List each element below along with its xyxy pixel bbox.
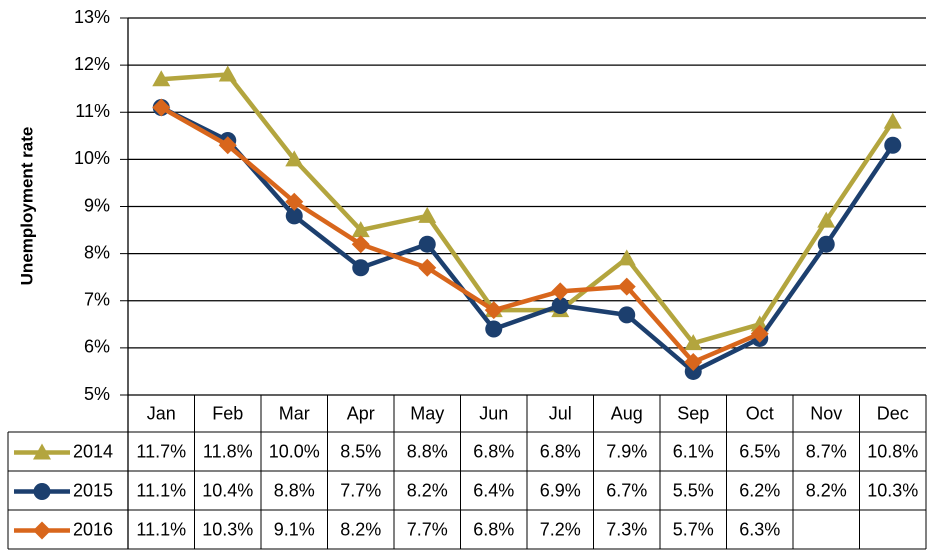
- table-value: 10.4%: [202, 480, 253, 500]
- series-line: [160, 105, 895, 374]
- point: [351, 235, 370, 254]
- table-value: 7.7%: [340, 480, 381, 500]
- table-value: 8.2%: [340, 519, 381, 539]
- point: [817, 211, 836, 228]
- table-value: 8.7%: [806, 441, 847, 461]
- y-tick-label: 11%: [75, 101, 110, 121]
- y-axis-label: Unemployment rate: [17, 127, 36, 286]
- table-value: 8.5%: [340, 441, 381, 461]
- point: [883, 112, 902, 129]
- y-tick-label: 6%: [84, 337, 110, 357]
- legend-marker: [33, 483, 51, 500]
- table-value: 11.8%: [203, 441, 253, 461]
- point: [352, 259, 370, 277]
- table-value: 6.5%: [739, 441, 780, 461]
- legend-label: 2016: [73, 519, 113, 539]
- legend-marker: [33, 521, 51, 540]
- legend-label: 2014: [73, 441, 113, 461]
- x-tick-label: Sep: [677, 403, 709, 423]
- table-value: 6.2%: [739, 480, 780, 500]
- y-tick-label: 10%: [74, 148, 110, 168]
- table-value: 6.7%: [606, 480, 647, 500]
- y-tick-label: 8%: [84, 242, 110, 262]
- point: [485, 320, 503, 338]
- table-value: 6.8%: [473, 519, 514, 539]
- point: [750, 324, 769, 343]
- point: [418, 206, 437, 223]
- table-value: 7.7%: [407, 519, 448, 539]
- table-value: 6.8%: [540, 441, 581, 461]
- point: [418, 258, 437, 277]
- legend-marker: [33, 443, 51, 460]
- table-value: 8.2%: [806, 480, 847, 500]
- series-line: [160, 105, 761, 365]
- y-tick-label: 5%: [84, 384, 110, 404]
- point: [285, 150, 304, 167]
- point: [617, 277, 636, 296]
- table-value: 7.9%: [606, 441, 647, 461]
- table-value: 6.3%: [739, 519, 780, 539]
- table-value: 6.8%: [473, 441, 514, 461]
- table-value: 10.3%: [867, 480, 918, 500]
- x-tick-label: Jun: [479, 403, 508, 423]
- table-value: 8.8%: [274, 480, 315, 500]
- x-tick-label: Jul: [549, 403, 572, 423]
- x-tick-label: May: [410, 403, 444, 423]
- table-value: 10.8%: [867, 441, 918, 461]
- point: [551, 282, 570, 301]
- y-tick-label: 9%: [84, 195, 110, 215]
- table-value: 10.3%: [202, 519, 253, 539]
- table-value: 7.2%: [540, 519, 581, 539]
- point: [817, 235, 835, 253]
- table-value: 11.1%: [136, 519, 186, 539]
- x-tick-label: Oct: [746, 403, 774, 423]
- point: [750, 315, 769, 332]
- x-tick-label: Jan: [147, 403, 176, 423]
- table-value: 6.9%: [540, 480, 581, 500]
- series-line: [161, 72, 895, 346]
- point: [484, 301, 503, 320]
- legend-label: 2015: [73, 480, 113, 500]
- table-value: 5.5%: [673, 480, 714, 500]
- y-tick-label: 12%: [74, 54, 110, 74]
- x-tick-label: Apr: [347, 403, 375, 423]
- table-value: 9.1%: [274, 519, 315, 539]
- point: [285, 207, 303, 225]
- point: [684, 362, 702, 380]
- point: [684, 353, 703, 372]
- point: [551, 296, 569, 314]
- point: [152, 70, 171, 87]
- y-tick-label: 13%: [74, 7, 110, 27]
- x-tick-label: Nov: [810, 403, 842, 423]
- x-tick-label: Dec: [877, 403, 909, 423]
- table-value: 11.7%: [136, 441, 186, 461]
- table-value: 8.2%: [407, 480, 448, 500]
- table-value: 5.7%: [673, 519, 714, 539]
- table-value: 11.1%: [136, 480, 186, 500]
- table-value: 6.4%: [473, 480, 514, 500]
- point: [218, 65, 237, 82]
- point: [285, 192, 304, 211]
- x-tick-label: Mar: [279, 403, 310, 423]
- point: [218, 136, 237, 155]
- point: [351, 221, 370, 238]
- x-tick-label: Aug: [611, 403, 643, 423]
- y-tick-label: 7%: [84, 290, 110, 310]
- table-value: 7.3%: [606, 519, 647, 539]
- table-value: 10.0%: [269, 441, 320, 461]
- point: [684, 334, 703, 351]
- point: [418, 235, 436, 253]
- point: [152, 98, 171, 117]
- x-tick-label: Feb: [212, 403, 243, 423]
- point: [617, 249, 636, 266]
- table-value: 6.1%: [673, 441, 714, 461]
- table-value: 8.8%: [407, 441, 448, 461]
- point: [618, 306, 636, 324]
- point: [884, 136, 902, 154]
